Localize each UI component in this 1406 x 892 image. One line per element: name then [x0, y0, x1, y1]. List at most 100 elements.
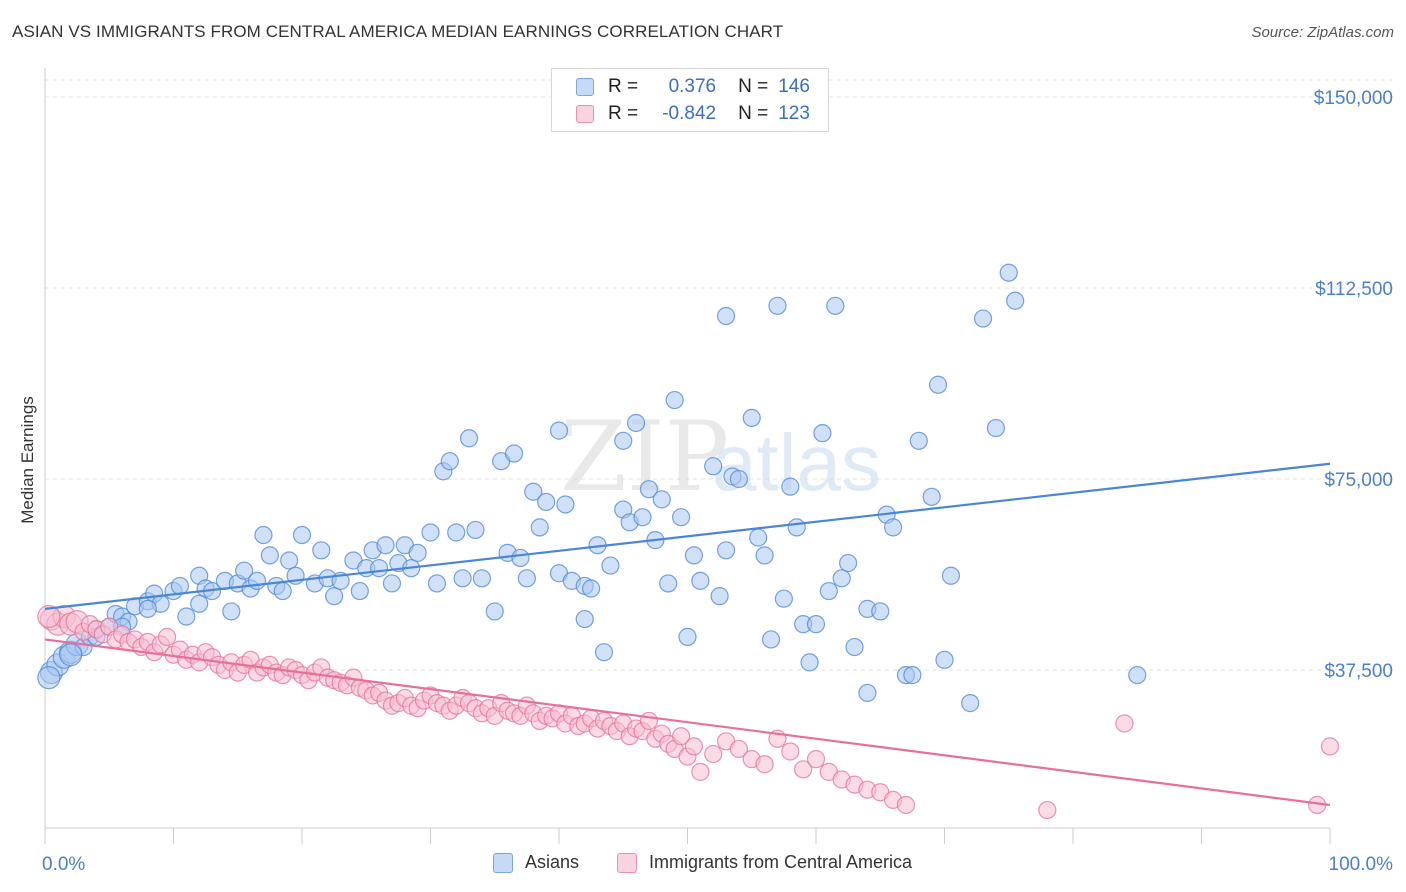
- source-label: Source: ZipAtlas.com: [1251, 24, 1394, 41]
- asian-point: [408, 543, 427, 562]
- asian-point: [549, 421, 569, 440]
- asian-point: [575, 609, 594, 629]
- asian-point: [312, 541, 331, 560]
- asian-point: [800, 653, 819, 672]
- asian-point: [639, 480, 659, 499]
- series-legend: Asians Immigrants from Central America: [0, 852, 1406, 878]
- asian-point: [761, 630, 781, 649]
- correlation-legend: R = 0.376 N = 146 R = -0.842 N = 123: [551, 68, 829, 132]
- asian-point: [652, 490, 671, 509]
- asian-point: [871, 602, 890, 621]
- asian-point: [961, 694, 980, 713]
- tick-labels: $37,500 $75,000 $112,500 $150,000 0.0% 100.0%: [42, 88, 1393, 875]
- legend-label-central-america: Immigrants from Central America: [649, 852, 913, 872]
- asian-point: [537, 492, 556, 512]
- asian-point: [601, 556, 620, 575]
- asian-point: [999, 263, 1018, 282]
- central-america-point: [1320, 737, 1340, 756]
- asian-point: [813, 424, 832, 443]
- asian-point: [466, 520, 485, 540]
- legend-label-asians: Asians: [525, 852, 580, 872]
- asian-point: [684, 546, 704, 565]
- asian-point: [459, 429, 479, 448]
- asian-point: [839, 553, 858, 573]
- asian-point: [247, 571, 267, 590]
- central-america-point: [639, 711, 659, 731]
- y-tick-label: $112,500: [1315, 279, 1393, 300]
- asian-point: [614, 431, 633, 450]
- y-axis-label: Median Earnings: [18, 396, 37, 524]
- asian-point: [485, 602, 504, 621]
- asian-point: [774, 589, 793, 608]
- x-tick-label: 100.0%: [1329, 854, 1394, 875]
- asian-point: [935, 650, 954, 669]
- central-america-point: [729, 739, 749, 759]
- central-america-point: [896, 795, 916, 815]
- asian-point: [594, 643, 614, 662]
- asian-point: [376, 536, 395, 555]
- asian-point: [453, 569, 472, 588]
- axes: [44, 68, 1331, 844]
- series-asians: [37, 263, 1147, 713]
- asian-point: [530, 518, 549, 537]
- central-america-point: [755, 755, 774, 774]
- legend-n-label: N =: [738, 103, 769, 124]
- legend-swatch-asians: [493, 852, 513, 873]
- asian-point: [768, 296, 787, 315]
- asian-point: [909, 431, 928, 450]
- legend-n-label: N =: [738, 76, 769, 97]
- x-tick-label: 0.0%: [42, 854, 85, 875]
- asian-point: [729, 469, 749, 489]
- asian-point: [755, 546, 774, 565]
- asian-point: [382, 574, 402, 593]
- asian-point: [511, 548, 530, 568]
- asian-point: [819, 581, 838, 601]
- legend-n-value: 146: [778, 76, 810, 97]
- legend-r-label: R =: [608, 103, 639, 124]
- asian-point: [973, 309, 993, 328]
- asian-point: [292, 525, 312, 545]
- asian-point: [903, 665, 922, 685]
- asian-point: [781, 477, 800, 496]
- chart-title: ASIAN VS IMMIGRANTS FROM CENTRAL AMERICA…: [12, 22, 784, 41]
- asian-point: [704, 457, 723, 476]
- asian-point: [633, 508, 652, 527]
- asian-point: [138, 599, 157, 618]
- asian-point: [447, 523, 466, 542]
- asian-point: [832, 569, 851, 588]
- asian-point: [671, 508, 691, 527]
- asian-point: [826, 296, 845, 315]
- asian-point: [883, 518, 903, 537]
- asian-point: [190, 594, 209, 613]
- asian-point: [556, 495, 575, 514]
- asian-point: [710, 587, 729, 606]
- legend-r-value: -0.842: [662, 103, 717, 124]
- asian-point: [472, 569, 491, 588]
- asian-point: [177, 607, 196, 626]
- central-america-point: [806, 750, 826, 769]
- asian-point: [440, 452, 459, 471]
- asian-point: [845, 637, 864, 657]
- asian-point: [280, 551, 299, 570]
- legend-item-central-america: Immigrants from Central America: [617, 852, 912, 873]
- watermark-atlas: atlas: [712, 418, 881, 507]
- central-america-point: [704, 744, 723, 764]
- central-america-point: [1038, 800, 1057, 820]
- legend-swatch-central-america: [576, 105, 594, 123]
- asian-point: [665, 390, 684, 410]
- asian-point: [517, 569, 536, 588]
- asian-trend-line: [44, 462, 1331, 610]
- legend-row-asians: R = 0.376 N = 146: [576, 75, 810, 99]
- trend-lines: [44, 462, 1331, 807]
- legend-n-value: 123: [778, 103, 810, 124]
- legend-swatch-asians: [576, 78, 594, 96]
- asian-point: [941, 566, 961, 585]
- asian-point: [370, 559, 389, 578]
- asian-point: [742, 408, 761, 427]
- legend-row-central-america: R = -0.842 N = 123: [576, 102, 810, 126]
- central-america-point: [684, 737, 704, 756]
- central-america-point: [157, 627, 177, 646]
- asian-point: [716, 306, 736, 326]
- asian-point: [749, 528, 768, 547]
- legend-r-value: 0.376: [668, 76, 717, 97]
